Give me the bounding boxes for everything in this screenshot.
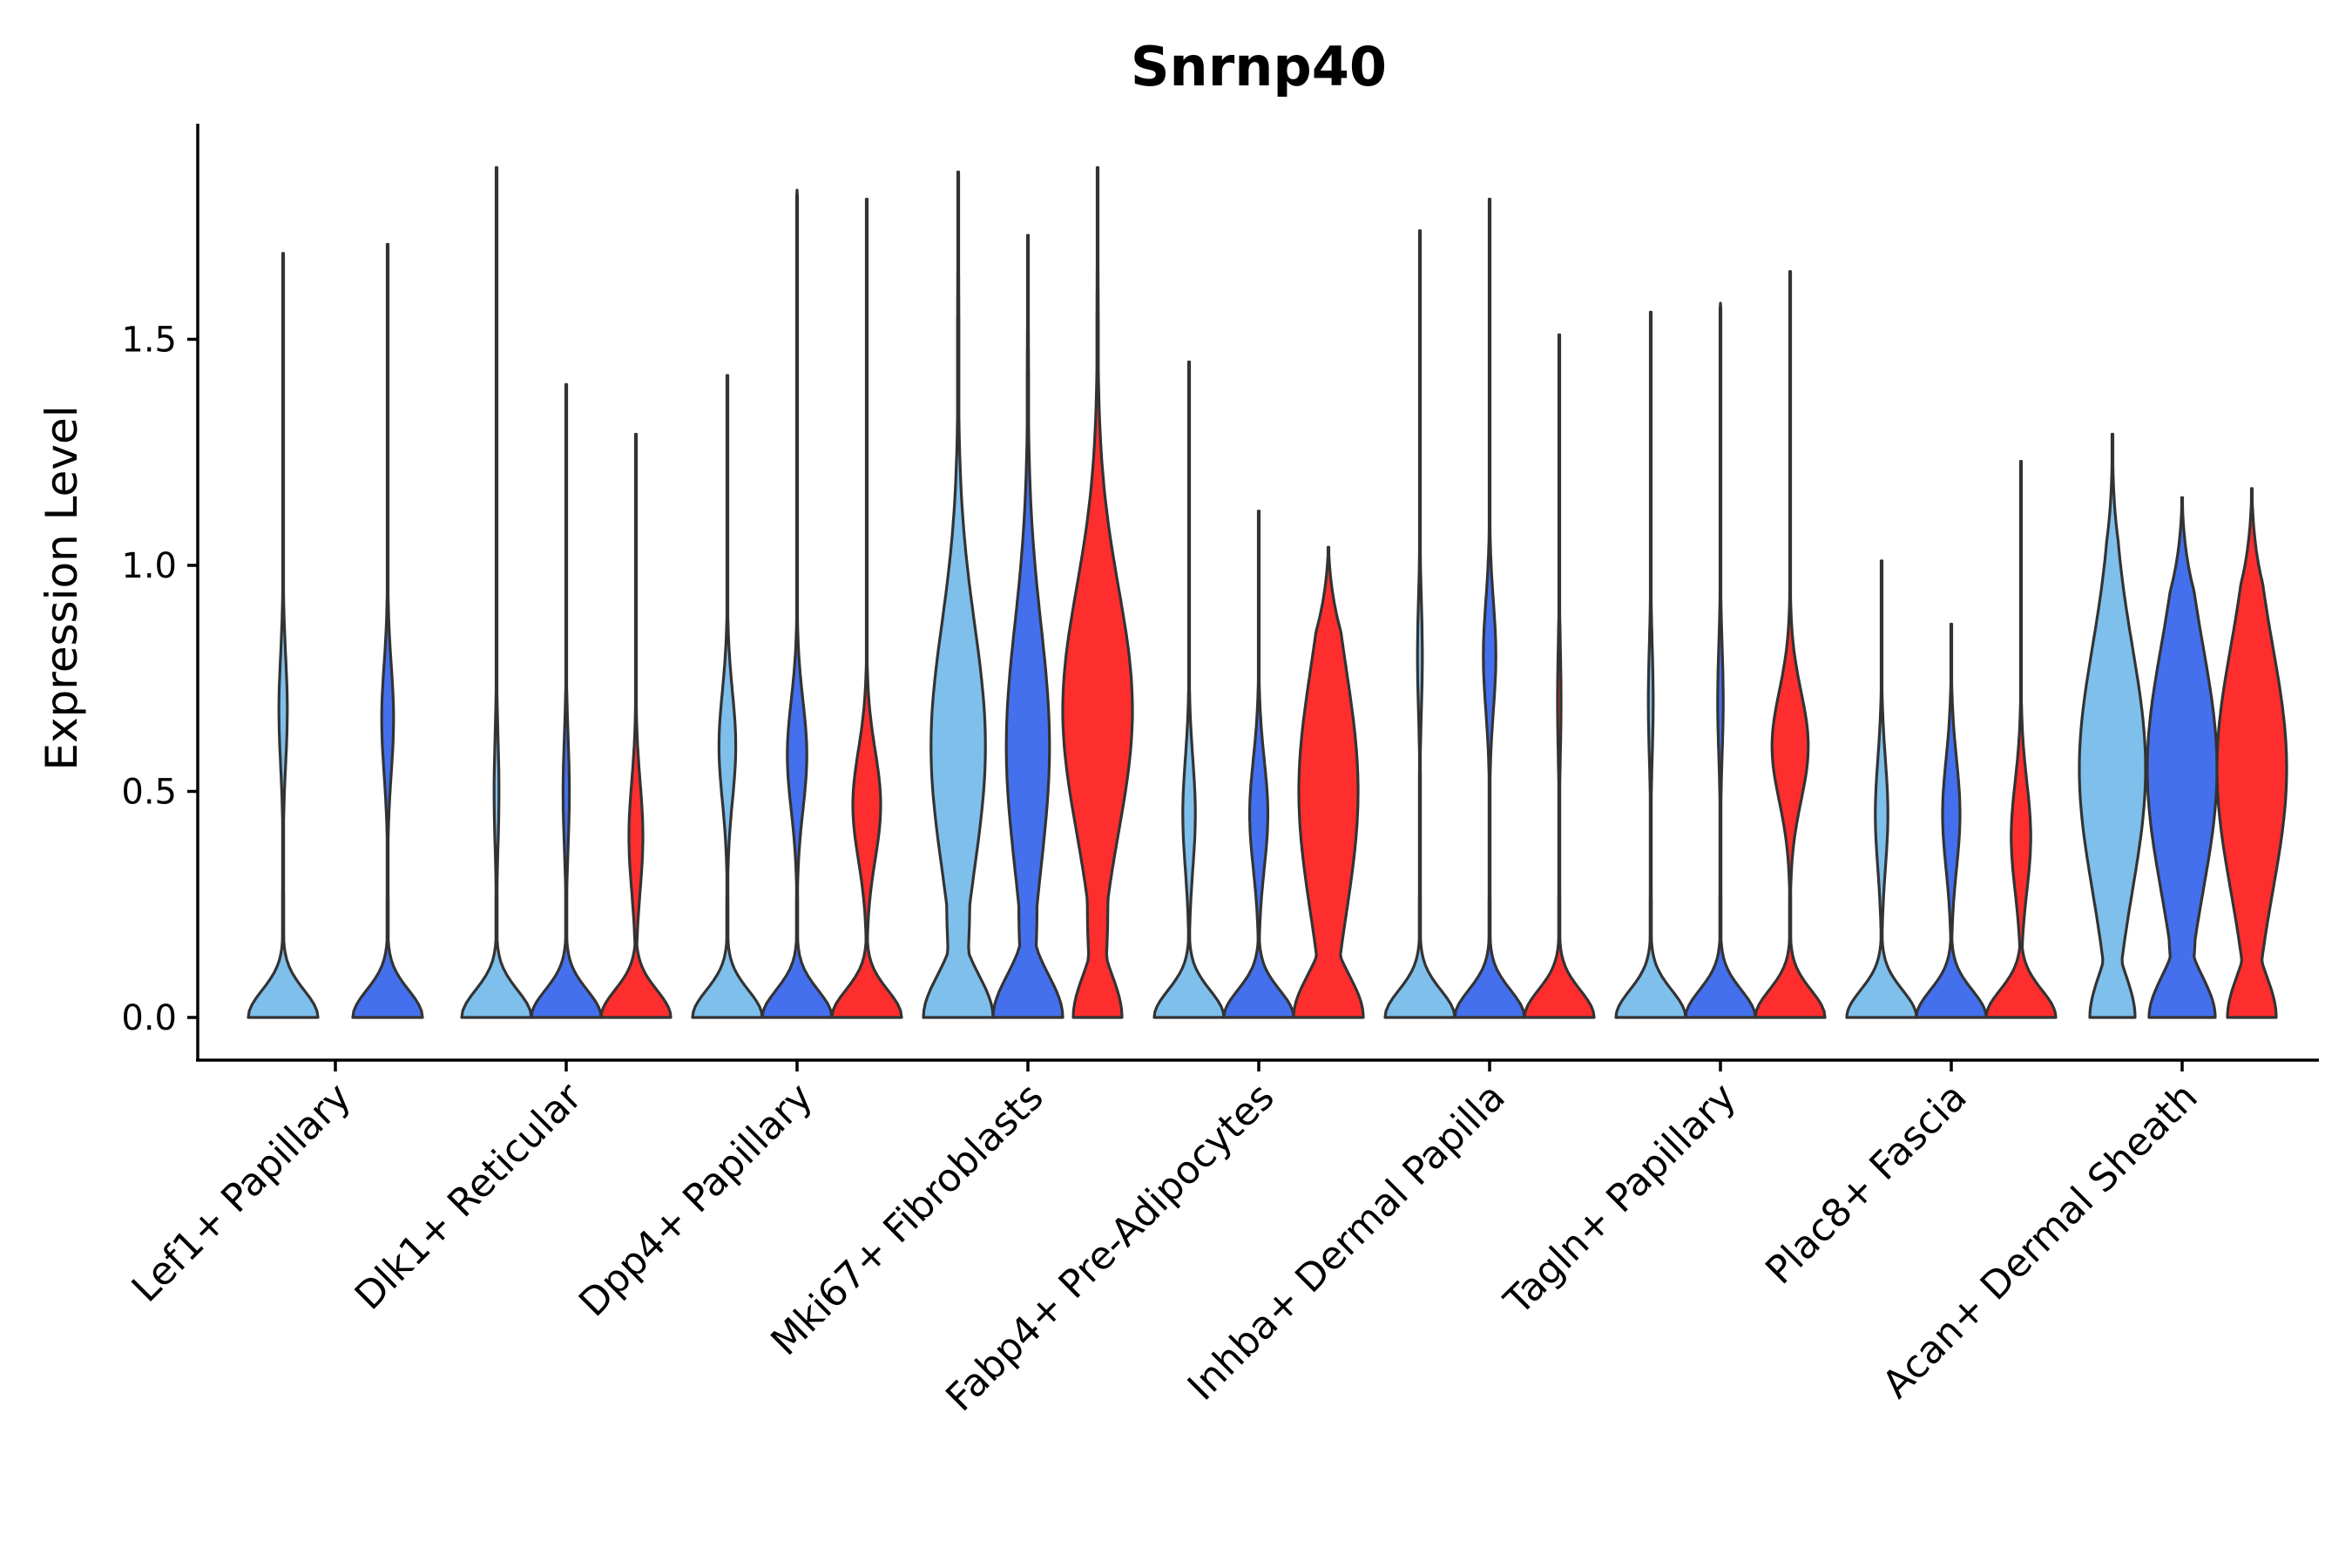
violin-s2	[1684, 301, 1757, 1019]
y-ticks: 0.0 0.5 1.0 1.5	[121, 321, 198, 1038]
y-axis-label: Expression Level	[37, 405, 87, 770]
violin-s3	[1984, 460, 2058, 1019]
violin-s1	[460, 166, 533, 1019]
violin-s3	[1292, 545, 1365, 1019]
violin-s1	[1152, 360, 1226, 1019]
violin-s2	[530, 382, 603, 1019]
violin-s3	[830, 198, 903, 1019]
violin-s2	[1915, 622, 1988, 1019]
x-tick-label: Tagln+ Papillary	[1496, 1075, 1745, 1324]
violin-s1	[691, 374, 764, 1019]
x-tick-label: Lef1+ Papillary	[124, 1075, 360, 1311]
violin-s3	[2215, 487, 2288, 1019]
x-tick-label: Dlk1+ Reticular	[347, 1074, 591, 1319]
chart-title: Snrnp40	[1131, 35, 1387, 98]
violin-s3	[1523, 333, 1596, 1019]
violin-s2	[991, 233, 1064, 1019]
violin-layer	[247, 166, 2288, 1019]
y-tick-label: 1.5	[121, 321, 177, 361]
violin-s1	[1614, 310, 1687, 1019]
violin-s1	[2078, 432, 2147, 1019]
y-tick-label: 1.0	[121, 546, 177, 586]
violin-s2	[1222, 510, 1295, 1019]
violin-s1	[1845, 559, 1918, 1019]
violin-s2	[760, 188, 834, 1019]
violin-s3	[1754, 270, 1827, 1019]
y-tick-label: 0.0	[121, 998, 177, 1038]
violin-s2	[351, 242, 424, 1019]
x-tick-label: Plac8+ Fascia	[1757, 1075, 1976, 1294]
violin-s3	[1061, 166, 1134, 1019]
violin-s2	[1453, 198, 1526, 1019]
y-tick-label: 0.5	[121, 773, 177, 813]
violin-s1	[922, 170, 995, 1019]
violin-s3	[599, 432, 672, 1019]
x-tick-label: Dpp4+ Papillary	[571, 1075, 821, 1326]
violin-s1	[1383, 229, 1456, 1019]
violin-s2	[2146, 496, 2219, 1019]
violin-s1	[247, 252, 320, 1019]
